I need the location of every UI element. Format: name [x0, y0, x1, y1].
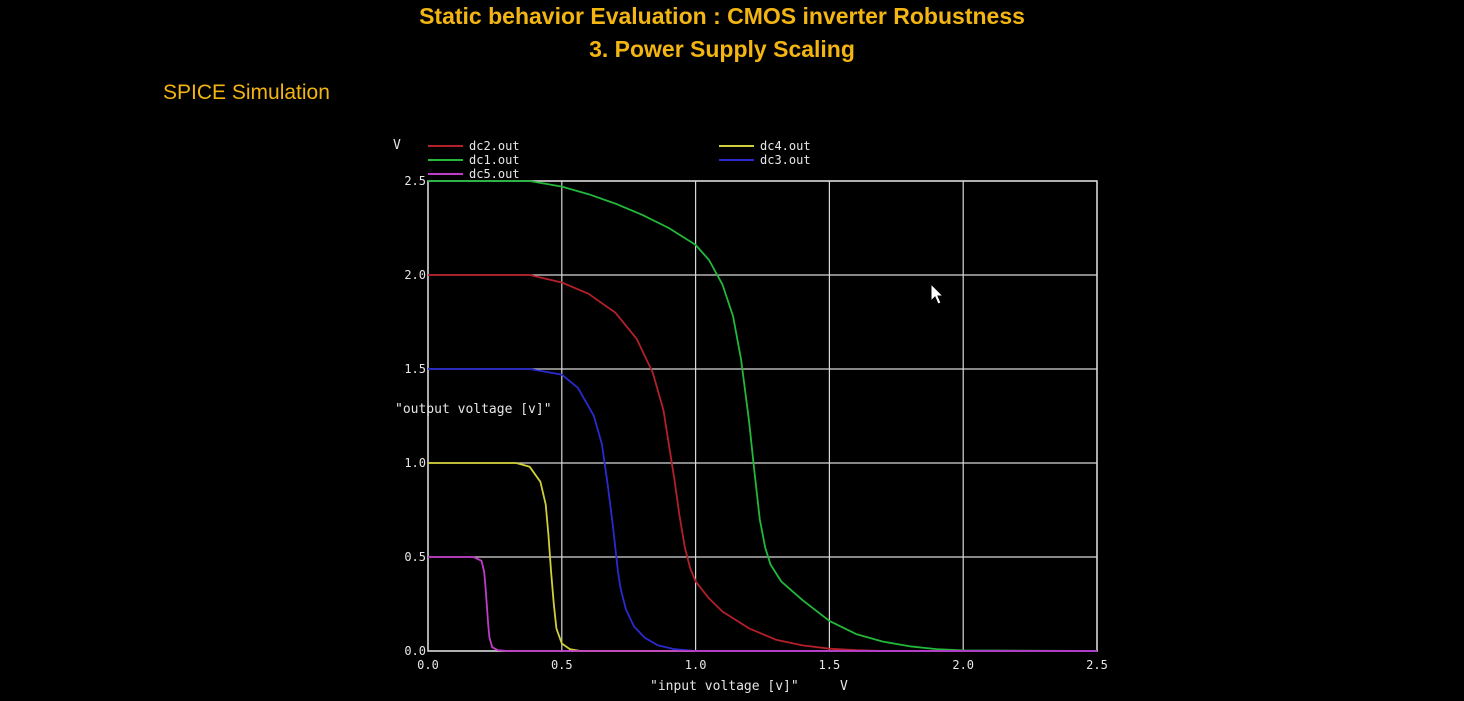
y-axis-label: "output voltage [v]"	[395, 402, 552, 417]
x-tick-label: 1.5	[819, 658, 841, 672]
slide-title-line-2: 3. Power Supply Scaling	[589, 36, 855, 62]
x-tick-label: 1.0	[685, 658, 707, 672]
series-line-dc3.out	[428, 368, 1097, 652]
x-tick-label: 0.0	[417, 658, 439, 672]
legend-label-dc3.out: dc3.out	[760, 153, 811, 167]
y-tick-labels: 0.0 0.5 1.0 1.5 2.0 2.5	[404, 174, 426, 658]
mouse-pointer-icon	[930, 283, 945, 305]
x-tick-label: 0.5	[551, 658, 573, 672]
series-line-dc2.out	[428, 274, 1097, 652]
legend-label-dc4.out: dc4.out	[760, 139, 811, 153]
series-lines	[428, 180, 1098, 652]
y-tick-label: 2.0	[404, 268, 426, 282]
x-unit-label: V	[840, 679, 848, 694]
y-tick-label: 0.5	[404, 550, 426, 564]
y-tick-label: 1.0	[404, 456, 426, 470]
legend-label-dc1.out: dc1.out	[469, 153, 520, 167]
x-axis-label: "input voltage [v]"	[650, 679, 799, 694]
y-tick-label: 1.5	[404, 362, 426, 376]
legend-label-dc2.out: dc2.out	[469, 139, 520, 153]
x-tick-label: 2.5	[1086, 658, 1108, 672]
y-tick-label: 0.0	[404, 644, 426, 658]
y-tick-label: 2.5	[404, 174, 426, 188]
slide-subtitle: SPICE Simulation	[163, 81, 330, 104]
slide-title-line-1: Static behavior Evaluation : CMOS invert…	[419, 3, 1025, 29]
x-tick-labels: 0.0 0.5 1.0 1.5 2.0 2.5	[417, 658, 1108, 672]
series-line-dc1.out	[428, 180, 1098, 652]
series-line-dc5.out	[428, 556, 1097, 652]
y-unit-label: V	[393, 138, 401, 153]
x-tick-label: 2.0	[952, 658, 974, 672]
legend-label-dc5.out: dc5.out	[469, 167, 520, 181]
legend: dc2.out dc4.out dc1.out dc3.out dc5.out	[428, 139, 811, 181]
